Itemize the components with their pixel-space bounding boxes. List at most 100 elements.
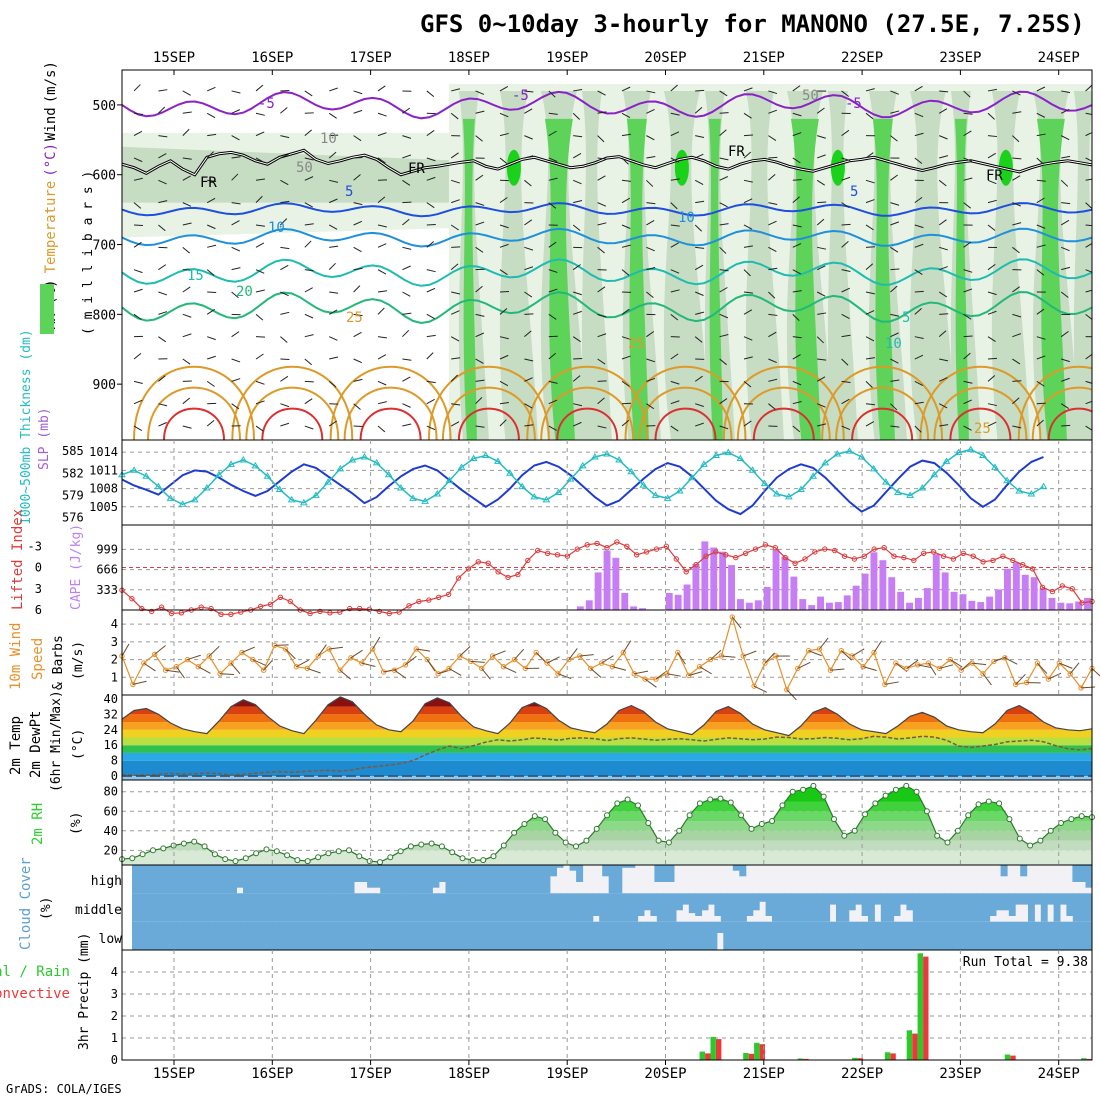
wind-barb [524, 266, 534, 271]
cloud-cell [513, 921, 521, 950]
li-point [139, 605, 145, 612]
thickness-point [1015, 487, 1024, 494]
wind-barb [597, 397, 605, 405]
wind-point [1002, 655, 1008, 661]
wind-barb [499, 380, 509, 387]
cloud-cell [666, 921, 673, 950]
rh-point [655, 837, 662, 844]
wind-barb [573, 89, 583, 92]
cape-bar [745, 602, 753, 610]
cloud-cell [341, 865, 348, 894]
contour-warm-loop [147, 386, 241, 440]
wind-barb [573, 179, 582, 185]
cloud-cell [958, 921, 966, 950]
wind-point [762, 660, 768, 666]
cloud-cell [944, 893, 952, 922]
cloud-cell [618, 893, 626, 922]
wind-barb [914, 269, 923, 275]
wind-barb [621, 380, 630, 387]
cloud-cell [184, 865, 192, 894]
wind-barb [353, 109, 363, 114]
cloud-cell [644, 893, 651, 911]
rh-core [674, 149, 689, 186]
precip-panel [122, 953, 1092, 1060]
rh-band [122, 830, 1092, 841]
cloud-cell [543, 865, 551, 894]
rh-point [965, 812, 972, 819]
wind-barb [450, 310, 460, 315]
cape-bar [737, 599, 744, 610]
wind-point [1034, 660, 1041, 666]
cloud-cell [727, 893, 735, 922]
date-label-bottom: 20SEP [644, 1066, 686, 1082]
wind-barb [1036, 336, 1046, 340]
rh-point [665, 839, 672, 846]
temp-band [122, 745, 1092, 753]
cloud-cell [400, 893, 408, 922]
thickness-point [154, 482, 163, 490]
wind-barb [231, 220, 240, 226]
wind-barb [938, 291, 948, 298]
rh-point [892, 786, 899, 793]
li-point [950, 556, 957, 562]
thickness-point [627, 467, 636, 475]
cloud-cell [170, 893, 178, 922]
wind-barb [572, 153, 582, 159]
cloud-cell [818, 921, 826, 950]
wind-barb [231, 291, 239, 299]
li-point [822, 546, 828, 552]
wind-tick: 4 [111, 617, 118, 631]
wind-barb [548, 202, 557, 209]
li-point [812, 549, 818, 555]
wind-barb [743, 224, 753, 230]
cloud-cell [682, 893, 690, 905]
wind-barb [182, 286, 191, 293]
cloud-cell [329, 921, 336, 950]
wind-point [141, 660, 147, 666]
wind-barb [255, 84, 264, 92]
thickness-point [578, 461, 587, 469]
cloud-cell [685, 921, 692, 950]
cloud-cell [249, 865, 257, 894]
wind-barb [475, 313, 485, 317]
contour-warm-loop [638, 386, 733, 440]
cloud-cell [208, 921, 216, 950]
wind-barb [816, 291, 826, 297]
cloud-cell [914, 921, 921, 950]
wind-barb [939, 313, 949, 315]
cloud-cell [869, 921, 877, 950]
wind-barb [450, 421, 460, 427]
wind-barb [573, 199, 583, 204]
ylabel-cloud-units: (%) [39, 897, 54, 920]
date-label-bottom: 23SEP [939, 1066, 981, 1082]
wind-barb [914, 380, 923, 387]
wind-barb [621, 244, 631, 248]
credit-text: GrADS: COLA/IGES [6, 1082, 122, 1096]
cloud-cell [825, 921, 832, 950]
thickness-point [1027, 489, 1036, 497]
cloud-cell [215, 893, 223, 922]
wind-barb [231, 378, 241, 382]
temp-band [122, 706, 1092, 715]
ytick-label: 700 [93, 239, 116, 254]
wind-barb [255, 178, 265, 181]
wind-barb [133, 202, 142, 209]
wind-barb [1036, 224, 1046, 229]
li-point [1059, 583, 1066, 589]
wind-point [805, 648, 812, 654]
cloud-cell [919, 893, 927, 922]
ylabel-wind-units: (m/s) [71, 641, 86, 680]
li-point [366, 606, 373, 612]
cape-tick: 666 [96, 563, 118, 577]
wind-barb [597, 135, 605, 143]
cloud-cell [996, 921, 1004, 950]
wind-barb [1060, 291, 1069, 298]
wind-point [588, 665, 594, 672]
wind-point [686, 672, 692, 679]
wind-barb-10m [361, 662, 376, 667]
wind-barb-10m [1015, 673, 1026, 685]
contour-label: 20 [236, 284, 253, 300]
wind-barb [695, 311, 705, 315]
rh-point [872, 800, 879, 807]
wind-barb [1036, 133, 1046, 137]
